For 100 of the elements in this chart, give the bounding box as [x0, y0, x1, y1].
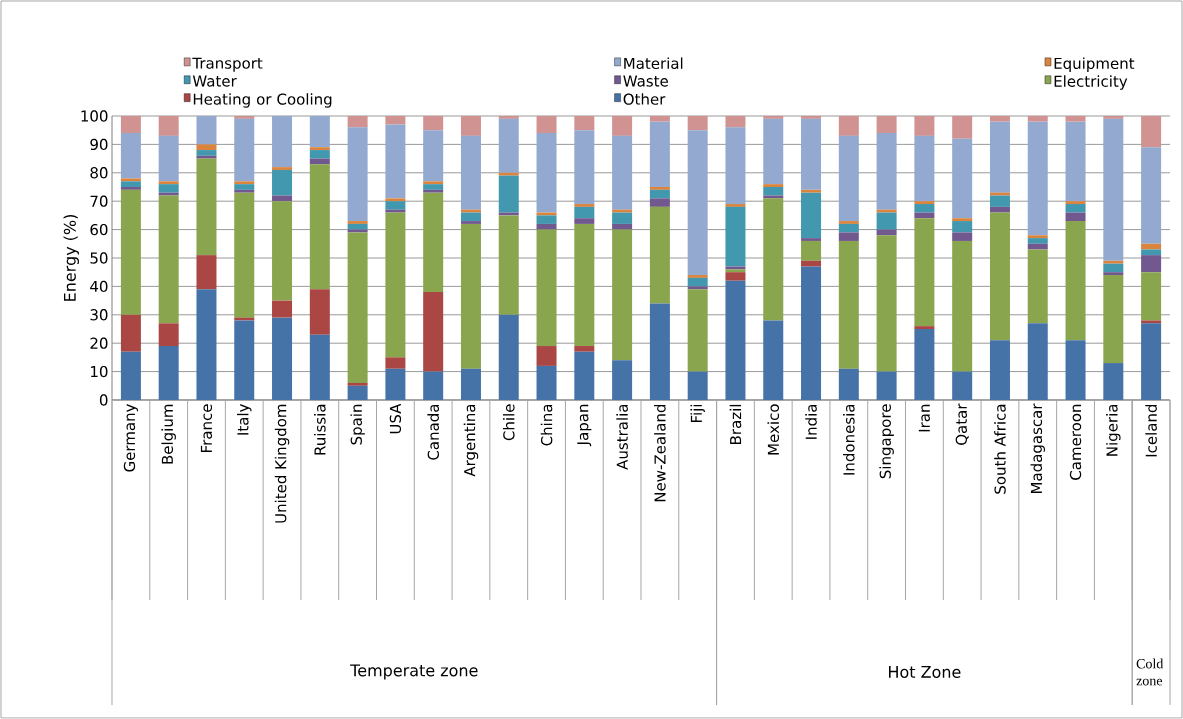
bar — [234, 320, 255, 400]
x-tick-label: Germany — [123, 403, 139, 472]
bar — [1065, 221, 1086, 341]
bar — [234, 189, 255, 193]
bar — [460, 209, 481, 213]
bar — [1103, 115, 1124, 119]
x-tick-label: Italy — [237, 403, 252, 435]
bar — [838, 115, 859, 136]
x-tick-label: Mexico — [767, 404, 780, 455]
bar — [1103, 263, 1124, 273]
x-tick-label: Cameroon — [1069, 404, 1082, 480]
bar — [687, 277, 708, 287]
bar — [801, 192, 822, 239]
bar — [196, 144, 217, 151]
bar — [914, 204, 935, 213]
bar — [272, 169, 293, 196]
bar — [989, 115, 1010, 122]
bar — [687, 115, 708, 131]
bar — [460, 221, 481, 224]
y-tick-label: 90 — [90, 138, 108, 151]
bar — [498, 118, 519, 173]
bar — [725, 280, 746, 400]
x-tick-label: Qatar — [955, 403, 969, 445]
bar — [309, 289, 330, 335]
bar — [196, 158, 217, 256]
bar — [801, 266, 822, 400]
bar — [460, 223, 481, 369]
bar — [574, 115, 595, 131]
bar — [952, 115, 973, 139]
bar — [309, 164, 330, 290]
bar — [876, 133, 897, 210]
bar — [725, 204, 746, 207]
bar — [423, 184, 444, 190]
x-tick-label: India — [805, 404, 817, 439]
bar — [1065, 212, 1086, 222]
x-tick-label: Argentina — [463, 404, 479, 477]
bar — [952, 232, 973, 241]
bar — [272, 317, 293, 400]
bar — [1141, 320, 1162, 324]
bar — [158, 135, 179, 182]
bar — [347, 385, 368, 400]
bar — [272, 167, 293, 170]
bar — [574, 351, 595, 400]
bar — [763, 118, 784, 185]
bar — [989, 121, 1010, 193]
bar — [801, 189, 822, 193]
bar — [687, 371, 708, 400]
bar — [1141, 255, 1162, 273]
bar — [1103, 275, 1124, 364]
x-tick-label: Iran — [918, 404, 930, 432]
bar — [914, 218, 935, 327]
bar — [574, 206, 595, 219]
bar — [234, 184, 255, 190]
bar — [347, 223, 368, 230]
bar — [801, 260, 822, 267]
bar — [989, 340, 1010, 400]
bar — [687, 275, 708, 278]
bar — [536, 365, 557, 400]
text: Hot Zone — [889, 666, 961, 678]
bar — [385, 198, 406, 202]
y-tick-label: 100 — [81, 110, 108, 122]
x-tick-label: Chile — [502, 404, 515, 441]
bar — [423, 192, 444, 293]
bar — [952, 218, 973, 222]
bar — [1141, 272, 1162, 321]
y-tick-label: 80 — [90, 167, 108, 179]
bar — [536, 215, 557, 224]
bar — [498, 215, 519, 315]
bar — [612, 360, 633, 400]
legend-label: Equipment — [1054, 57, 1135, 72]
x-tick-label: New-Zealand — [654, 404, 666, 502]
text: Cold zone — [1136, 658, 1164, 686]
bar — [574, 218, 595, 224]
bar — [234, 181, 255, 185]
bar — [801, 238, 822, 241]
bar — [763, 184, 784, 187]
bar — [158, 195, 179, 324]
legend-label: Heating or Cooling — [193, 93, 332, 108]
y-axis-title: Energy (%) — [63, 214, 79, 301]
bar — [952, 221, 973, 233]
legend-label: Other — [623, 93, 666, 105]
bar — [574, 346, 595, 352]
bar — [763, 115, 784, 119]
bar — [272, 201, 293, 301]
bar — [1027, 115, 1048, 122]
y-tick-label: 70 — [90, 195, 108, 207]
bar — [838, 368, 859, 400]
x-tick-label: South Africa — [994, 404, 1006, 494]
bar — [914, 326, 935, 329]
bar — [1103, 118, 1124, 261]
bar — [989, 192, 1010, 196]
legend-label: Electricity — [1054, 75, 1128, 90]
bar — [460, 135, 481, 210]
x-tick-label: Australia — [616, 404, 628, 470]
bar — [687, 130, 708, 276]
bar — [347, 127, 368, 222]
x-tick-label: Fiji — [690, 404, 705, 423]
x-tick-label: Madagascar — [1030, 403, 1046, 494]
y-tick-label: 30 — [90, 309, 108, 321]
bar — [801, 240, 822, 261]
